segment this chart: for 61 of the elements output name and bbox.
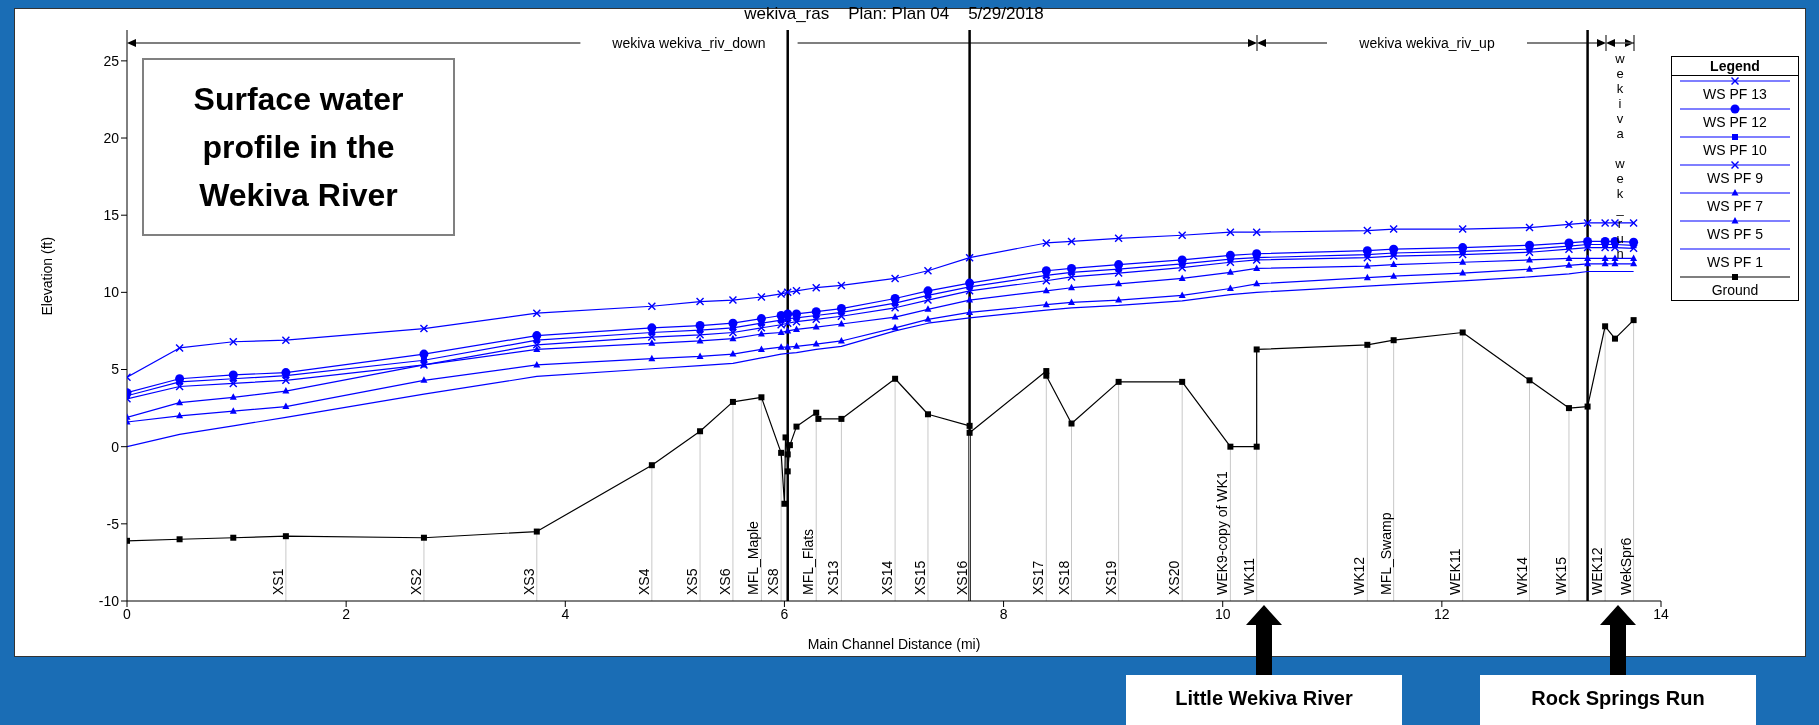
legend-label: WS PF 5 — [1706, 226, 1764, 242]
y-tick-label: -10 — [98, 592, 120, 609]
annotation: wekiva wekiva_riv_down — [611, 35, 766, 51]
y-tick-label: -5 — [106, 515, 120, 532]
annotation: MFL_Maple — [745, 520, 762, 595]
x-tick-label: 0 — [123, 605, 132, 622]
annotation: WK12 — [1351, 556, 1368, 595]
y-axis-title: Elevation (ft) — [38, 236, 55, 316]
annotation: XS8 — [765, 568, 782, 595]
annotation: WEK12 — [1589, 547, 1606, 595]
x-tick-label: 12 — [1434, 605, 1450, 622]
y-tick-label: 15 — [103, 207, 120, 224]
text: Rock Springs Run — [1531, 687, 1705, 709]
legend-label: WS PF 10 — [1702, 142, 1768, 158]
x-tick-label: 8 — [999, 605, 1008, 622]
annotation: XS20 — [1166, 560, 1183, 595]
y-tick-label: 0 — [111, 438, 120, 455]
annotation: Surface water profile in the Wekiva River — [192, 80, 405, 215]
annotation: wekiva wek_run — [1612, 51, 1628, 261]
annotation: MFL_Flats — [800, 528, 817, 595]
x-tick-label: 6 — [780, 605, 789, 622]
annotation: XS16 — [953, 560, 970, 595]
annotation: WK14 — [1513, 556, 1530, 595]
annotation: XS13 — [825, 560, 842, 595]
annotation: WEK9-copy of WK1 — [1214, 471, 1231, 595]
annotation: XS17 — [1030, 560, 1047, 595]
annotation: XS1 — [269, 568, 286, 595]
x-tick-label: 4 — [561, 605, 570, 622]
x-tick-label: 10 — [1214, 605, 1231, 622]
text-box: Surface water profile in the Wekiva River — [142, 58, 455, 236]
x-tick-label: 2 — [342, 605, 351, 622]
annotation: WekSpr6 — [1617, 537, 1634, 595]
x-tick-label: 14 — [1653, 605, 1669, 622]
y-tick-label: 25 — [103, 52, 120, 69]
y-tick-label: 5 — [111, 361, 120, 378]
annotation: MFL_Swamp — [1377, 512, 1394, 595]
legend-label: WS PF 12 — [1702, 114, 1768, 130]
annotation: XS14 — [879, 560, 896, 595]
annotation: XS5 — [684, 568, 701, 595]
annotation: XS15 — [911, 560, 928, 595]
annotation: XS4 — [635, 568, 652, 595]
legend-label: WS PF 7 — [1706, 198, 1764, 214]
annotation: WK11 — [1240, 557, 1257, 595]
text: WS PF 1 — [1706, 254, 1764, 270]
legend-title: Legend — [1672, 57, 1798, 76]
annotation: XS6 — [716, 568, 733, 595]
annotation: WK15 — [1552, 556, 1569, 595]
annotation: XS2 — [407, 568, 424, 595]
annotation: XS19 — [1102, 560, 1119, 595]
y-tick-label: 10 — [103, 284, 120, 301]
annotation: wekiva wekiva_riv_up — [1358, 35, 1495, 51]
y-tick-label: 20 — [103, 130, 120, 146]
annotation: WEK11 — [1446, 548, 1463, 595]
chart-title: wekiva_ras Plan: Plan 04 5/29/2018 — [743, 4, 1045, 24]
legend-label: WS PF 13 — [1702, 86, 1768, 102]
annotation: XS18 — [1055, 560, 1072, 595]
annotation: XS3 — [520, 568, 537, 595]
legend-label: Ground — [1710, 282, 1760, 298]
x-axis-title: Main Channel Distance (mi) — [807, 636, 981, 652]
text: Little Wekiva River — [1175, 687, 1353, 709]
legend-label: WS PF 9 — [1706, 170, 1764, 186]
